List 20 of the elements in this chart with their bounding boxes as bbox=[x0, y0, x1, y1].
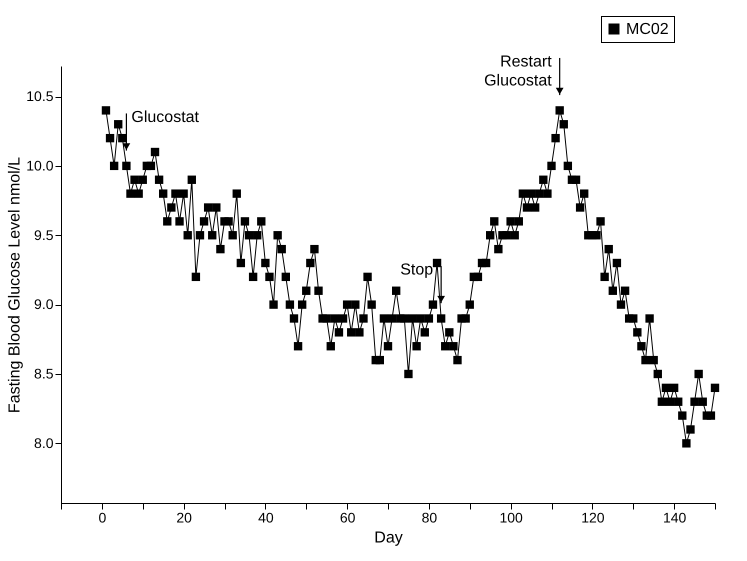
y-tick-label: 10.5 bbox=[26, 88, 54, 104]
y-axis-title: Fasting Blood Glucose Level nmol/L bbox=[6, 156, 24, 414]
annotation: Restart Glucostat bbox=[484, 54, 552, 90]
annotation: Stop bbox=[400, 262, 434, 279]
legend-label: MC02 bbox=[626, 21, 669, 38]
x-tick-label: 20 bbox=[176, 510, 192, 526]
y-tick-label: 8.0 bbox=[34, 434, 54, 451]
y-tick-label: 9.0 bbox=[34, 296, 54, 312]
x-tick-label: 0 bbox=[98, 510, 106, 526]
x-tick-label: 60 bbox=[340, 510, 356, 526]
annotation: Glucostat bbox=[131, 109, 200, 126]
x-tick-label: 100 bbox=[499, 510, 524, 526]
x-tick-label: 120 bbox=[581, 510, 605, 526]
x-tick-label: 140 bbox=[662, 510, 687, 526]
x-axis-title: Day bbox=[374, 530, 403, 546]
y-tick-label: 9.5 bbox=[34, 226, 54, 243]
x-tick-label: 80 bbox=[422, 510, 438, 526]
x-tick-label: 40 bbox=[258, 510, 274, 526]
y-tick-label: 8.5 bbox=[34, 365, 54, 382]
y-tick-label: 10.0 bbox=[26, 157, 54, 174]
